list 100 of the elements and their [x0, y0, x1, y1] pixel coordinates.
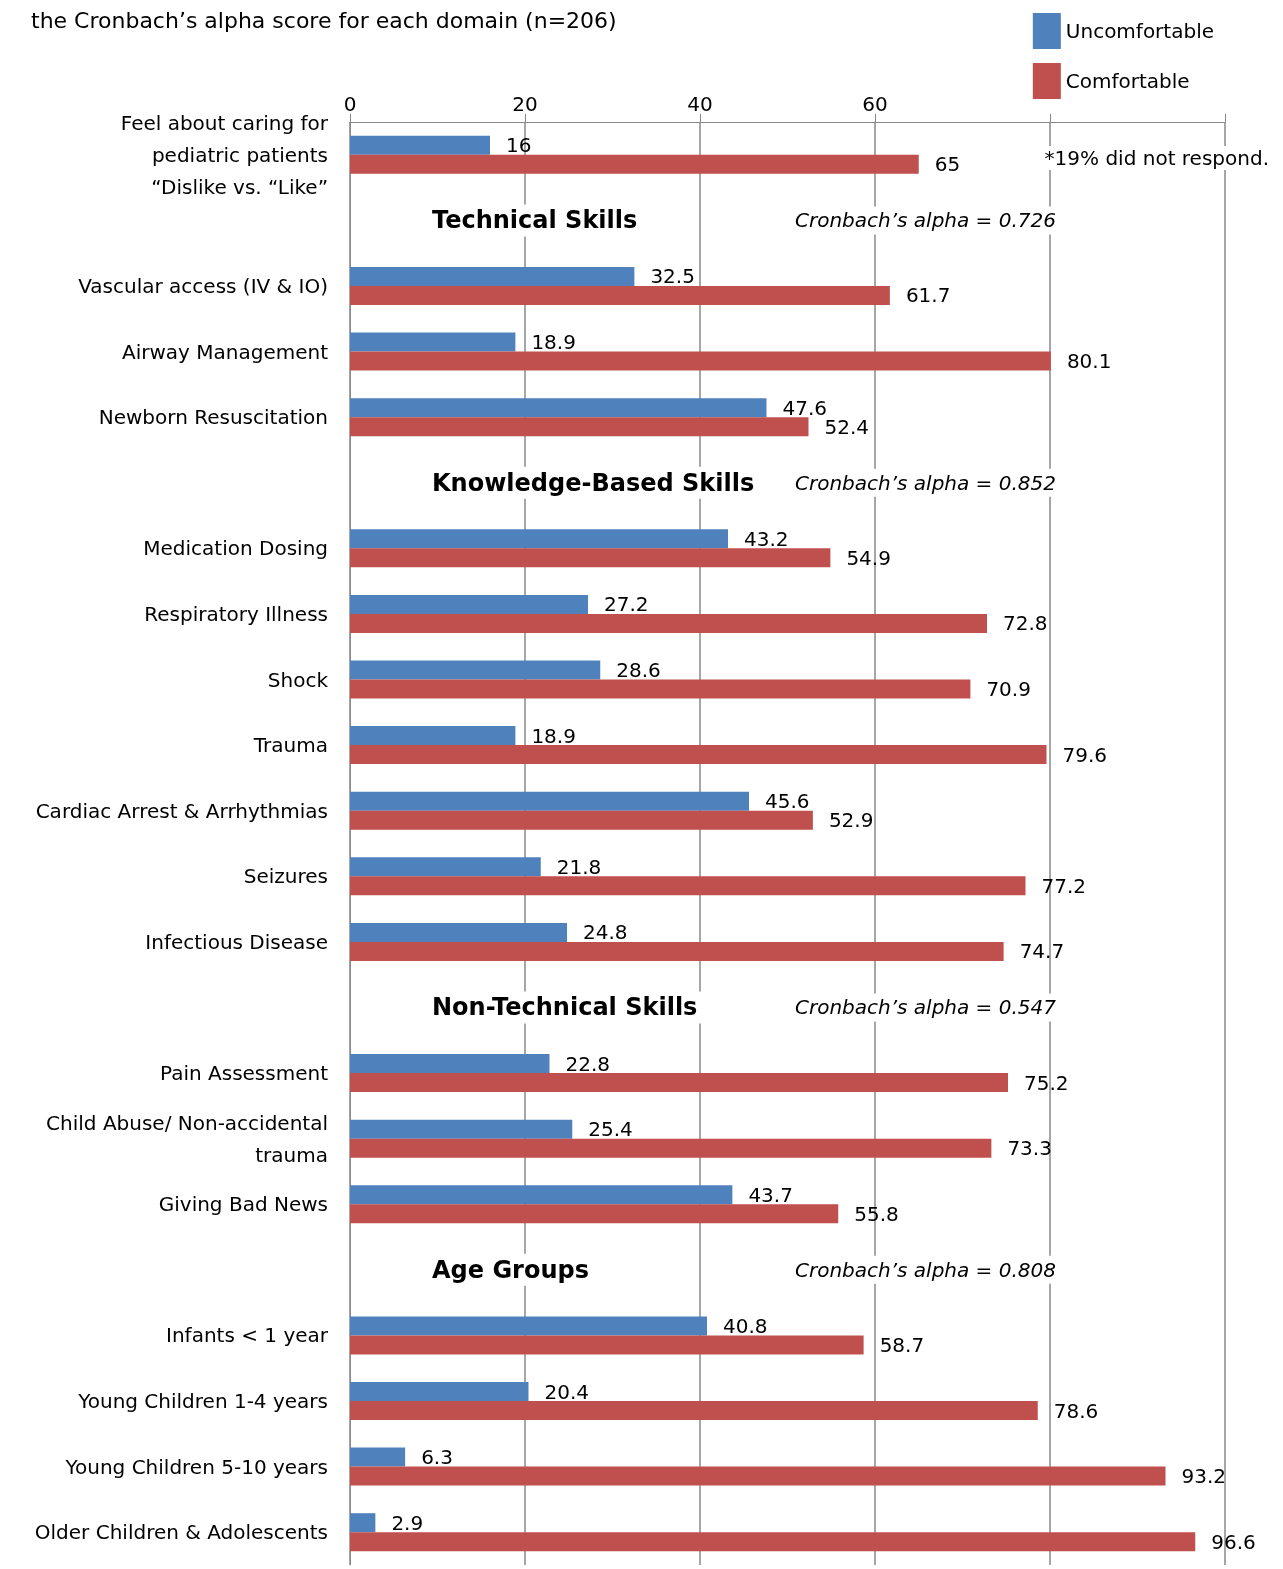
data-label: 79.6 — [1062, 742, 1108, 767]
data-label: 61.7 — [905, 283, 951, 308]
y-tick-label: Young Children 1-4 years — [77, 1389, 328, 1414]
bar — [350, 135, 490, 155]
x-tick-label: 0 — [343, 92, 357, 116]
y-tick-label: Newborn Resuscitation — [98, 405, 328, 430]
annotation: *19% did not respond. — [1044, 146, 1270, 170]
y-tick-label: Trauma — [252, 733, 328, 758]
data-label: 52.9 — [828, 808, 874, 833]
data-label: 78.6 — [1053, 1398, 1099, 1423]
data-label: 28.6 — [616, 658, 661, 683]
data-label: 65 — [934, 152, 961, 177]
y-tick-label: Pain Assessment — [160, 1061, 329, 1086]
data-label: 80.1 — [1066, 349, 1112, 374]
data-label: 32.5 — [650, 264, 695, 289]
legend-label: Comfortable — [1065, 69, 1190, 93]
bar — [350, 1382, 529, 1402]
annotation: Age Groups — [432, 1255, 589, 1284]
annotation: Non-Technical Skills — [432, 993, 698, 1022]
data-label: 70.9 — [986, 677, 1031, 702]
annotation: Knowledge-Based Skills — [432, 468, 755, 497]
bar — [350, 1054, 550, 1074]
x-tick-label: 20 — [512, 92, 538, 116]
bar — [350, 726, 516, 746]
y-tick-label: Feel about caring for pediatric patients “Dislike vs. “Like” — [120, 110, 329, 199]
data-label: 25.4 — [588, 1117, 633, 1142]
data-label: 20.4 — [544, 1379, 590, 1404]
bar — [350, 660, 601, 680]
bar — [350, 876, 1026, 896]
bar — [350, 941, 1004, 961]
bar — [350, 548, 831, 568]
bar — [350, 791, 749, 811]
bar — [350, 398, 767, 418]
bar — [350, 857, 541, 877]
data-label: 40.8 — [723, 1313, 768, 1338]
y-tick-label: Cardiac Arrest & Arrhythmias — [35, 798, 328, 823]
data-label: 45.6 — [765, 789, 810, 814]
y-tick-label: Child Abuse/ Non-accidental trauma — [46, 1110, 328, 1167]
data-label: 43.7 — [748, 1182, 793, 1207]
y-tick-label: Seizures — [243, 864, 328, 889]
annotation: Cronbach’s alpha = 0.852 — [794, 470, 1056, 495]
annotation: Cronbach’s alpha = 0.808 — [794, 1257, 1056, 1282]
annotation: Cronbach’s alpha = 0.726 — [794, 208, 1056, 233]
bar — [350, 1447, 406, 1467]
bar — [350, 1335, 864, 1355]
x-tick-label: 60 — [862, 92, 888, 116]
bar — [350, 529, 728, 549]
legend-label: Uncomfortable — [1065, 19, 1214, 43]
data-label: 18.9 — [531, 330, 576, 355]
y-tick-label: Older Children & Adolescents — [34, 1520, 328, 1545]
annotation: Technical Skills — [432, 206, 638, 235]
bar — [350, 922, 567, 942]
bar — [350, 1466, 1166, 1486]
bar — [350, 594, 588, 614]
data-label: 22.8 — [565, 1051, 611, 1076]
bar — [350, 745, 1047, 765]
y-tick-label: Giving Bad News — [158, 1192, 328, 1217]
data-label: 96.6 — [1211, 1529, 1256, 1554]
data-label: 73.3 — [1007, 1136, 1052, 1161]
data-label: 54.9 — [846, 545, 891, 570]
data-label: 16 — [506, 133, 532, 158]
data-label: 74.7 — [1019, 939, 1065, 964]
y-tick-label: Medication Dosing — [143, 536, 328, 561]
bar — [350, 1138, 992, 1158]
bar — [350, 332, 516, 352]
bar — [350, 1073, 1008, 1093]
data-label: 21.8 — [556, 854, 602, 879]
bar — [350, 679, 971, 699]
data-label: 43.2 — [744, 526, 789, 551]
data-label: 18.9 — [531, 723, 576, 748]
bar — [350, 1316, 707, 1336]
y-tick-label: Vascular access (IV & IO) — [78, 273, 328, 298]
y-tick-label: Respiratory Illness — [144, 601, 328, 626]
bar — [350, 1401, 1038, 1421]
x-tick-label: 40 — [687, 92, 713, 116]
data-label: 72.8 — [1003, 611, 1048, 636]
bar — [350, 351, 1051, 371]
data-label: 55.8 — [854, 1201, 899, 1226]
y-tick-label: Young Children 5-10 years — [64, 1454, 328, 1479]
bar — [350, 613, 987, 633]
bar — [350, 266, 635, 286]
bar — [350, 154, 919, 174]
bar — [350, 1119, 573, 1139]
y-tick-label: Infants < 1 year — [166, 1323, 329, 1348]
data-label: 75.2 — [1024, 1070, 1069, 1095]
annotation: Cronbach’s alpha = 0.547 — [794, 995, 1057, 1020]
bar — [350, 285, 890, 305]
bar — [350, 1532, 1196, 1552]
data-label: 6.3 — [421, 1445, 453, 1470]
data-label: 2.9 — [391, 1510, 424, 1535]
bar — [350, 417, 809, 437]
bar — [350, 810, 813, 830]
y-tick-label: Airway Management — [121, 339, 329, 364]
chart-title: the Cronbach’s alpha score for each domain (n=206) — [31, 7, 617, 33]
data-label: 77.2 — [1041, 873, 1087, 898]
bar — [350, 1204, 839, 1224]
data-label: 27.2 — [604, 592, 649, 617]
bar — [350, 1185, 733, 1205]
bar — [350, 1513, 376, 1533]
y-tick-label: Shock — [267, 667, 329, 692]
